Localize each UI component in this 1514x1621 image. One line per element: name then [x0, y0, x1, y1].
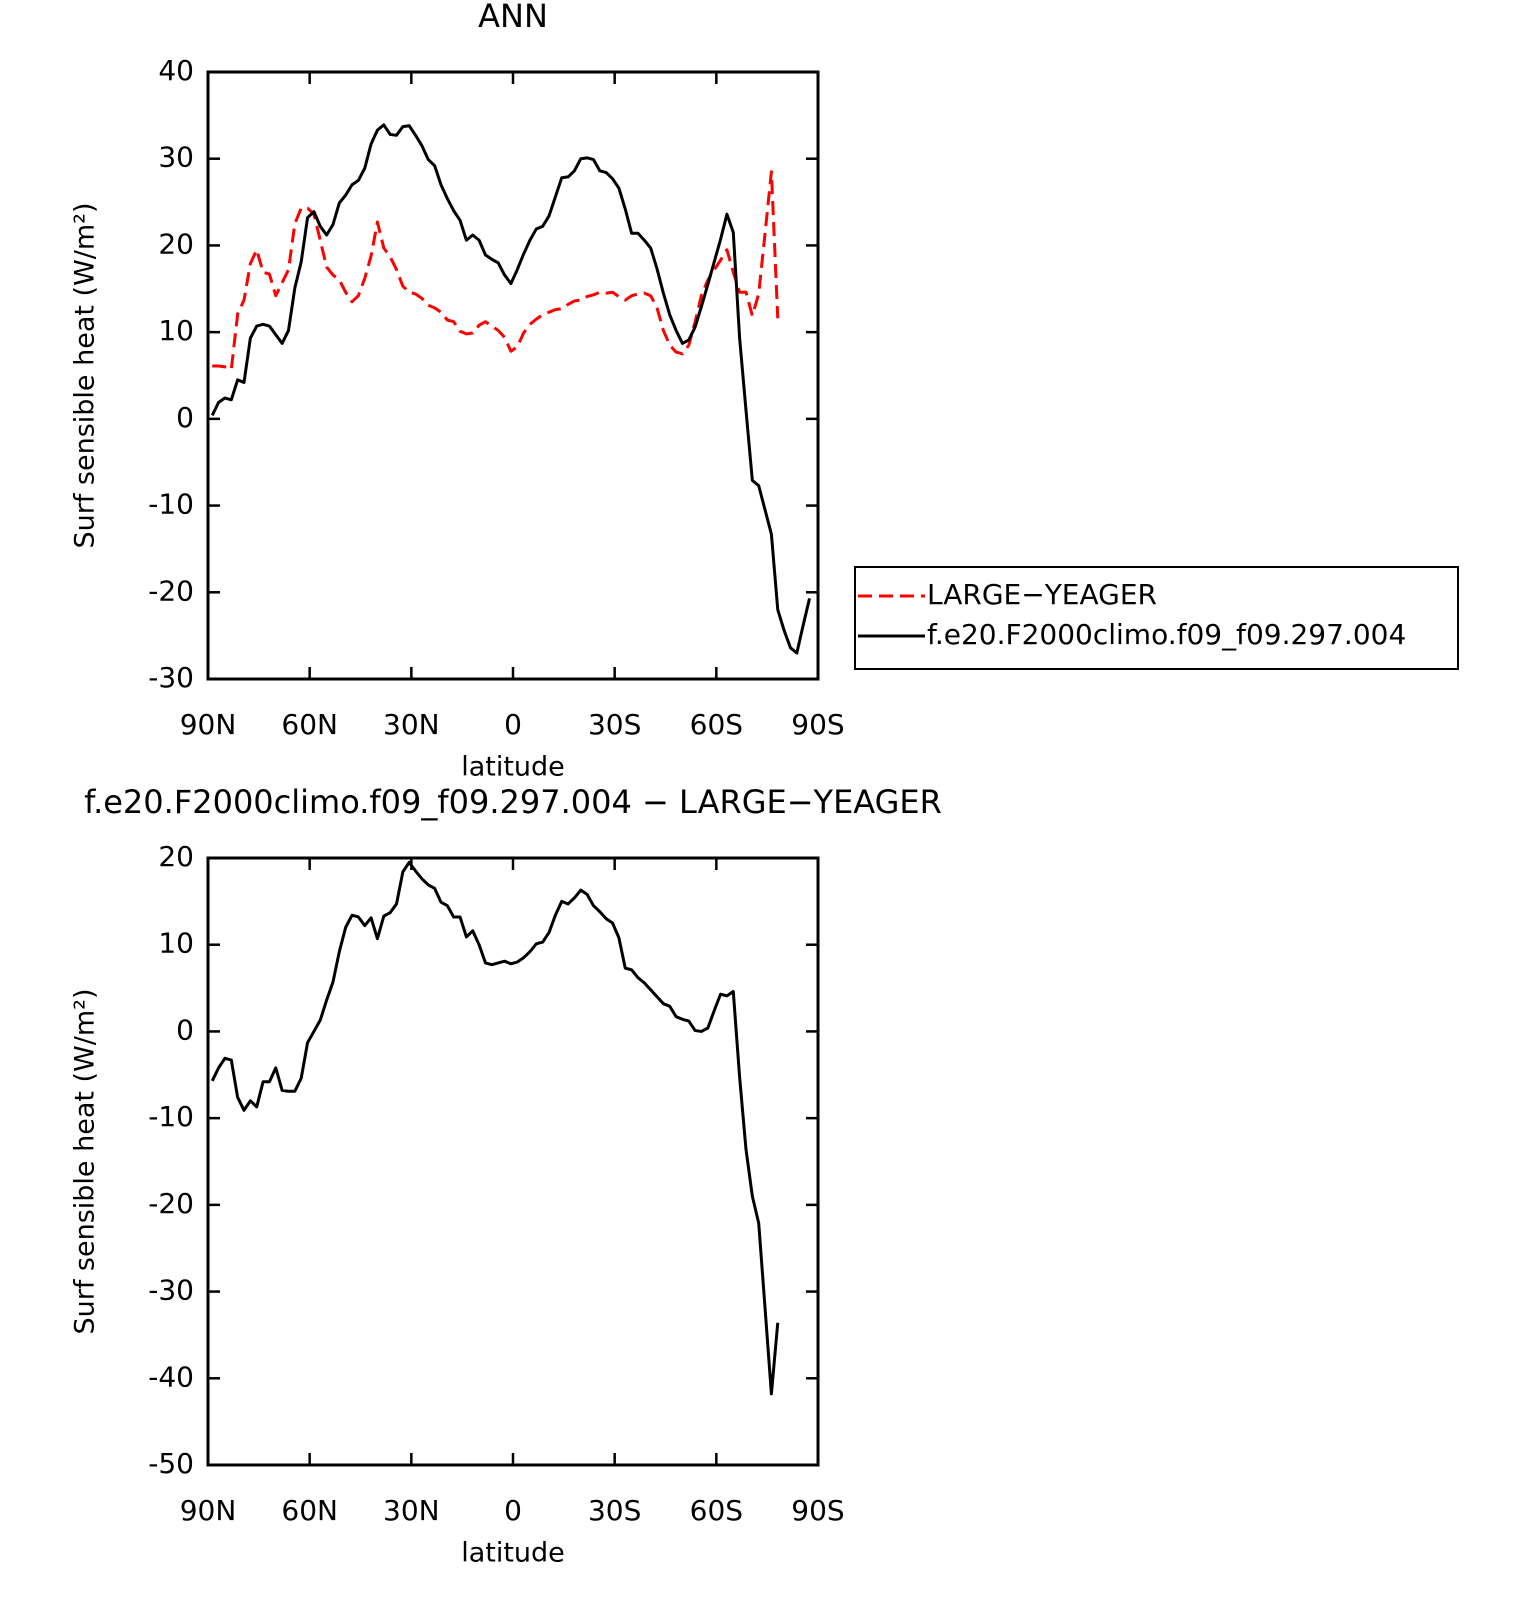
plot-frame	[206, 70, 820, 681]
y-tick-label: -10	[148, 488, 194, 521]
x-tick-label: 30S	[588, 1494, 641, 1527]
x-axis-label: latitude	[461, 1538, 565, 1569]
y-axis-label: Surf sensible heat (W/m²)	[70, 202, 101, 548]
x-tick-label: 90S	[791, 708, 844, 741]
data-line	[210, 123, 811, 655]
x-tick-label: 30N	[383, 708, 440, 741]
x-tick-label: 0	[504, 1494, 522, 1527]
x-tick-label: 30N	[383, 1494, 440, 1527]
y-tick-label: 10	[158, 927, 194, 960]
y-tick-label: -10	[148, 1100, 194, 1133]
y-tick-label: 20	[158, 840, 194, 873]
x-tick-label: 30S	[588, 708, 641, 741]
x-tick-label: 60N	[281, 708, 338, 741]
y-tick-label: -30	[148, 1274, 194, 1307]
y-tick-label: 10	[158, 314, 194, 347]
legend-label: f.e20.F2000climo.f09_f09.297.004	[927, 618, 1406, 651]
x-tick-label: 60S	[690, 708, 743, 741]
chart-title: f.e20.F2000climo.f09_f09.297.004 − LARGE…	[84, 783, 942, 821]
y-tick-label: -40	[148, 1360, 194, 1393]
legend-label: LARGE−YEAGER	[927, 578, 1157, 611]
y-tick-label: 40	[158, 54, 194, 87]
chart-title: ANN	[478, 0, 548, 35]
y-axis-label: Surf sensible heat (W/m²)	[70, 988, 101, 1334]
y-tick-label: -30	[148, 661, 194, 694]
x-axis-label: latitude	[461, 752, 565, 783]
y-tick-label: -20	[148, 1187, 194, 1220]
y-tick-label: -50	[148, 1447, 194, 1480]
x-tick-label: 60S	[690, 1494, 743, 1527]
y-tick-label: 20	[158, 227, 194, 260]
x-tick-label: 90N	[180, 708, 237, 741]
y-tick-label: 0	[176, 401, 194, 434]
x-tick-label: 60N	[281, 1494, 338, 1527]
y-tick-label: 30	[158, 141, 194, 174]
y-tick-label: -20	[148, 574, 194, 607]
x-tick-label: 90S	[791, 1494, 844, 1527]
y-tick-label: 0	[176, 1013, 194, 1046]
x-tick-label: 0	[504, 708, 522, 741]
legend-box	[854, 566, 1459, 670]
data-line	[210, 860, 780, 1396]
x-tick-label: 90N	[180, 1494, 237, 1527]
data-line	[212, 170, 780, 371]
plot-frame	[206, 856, 820, 1467]
